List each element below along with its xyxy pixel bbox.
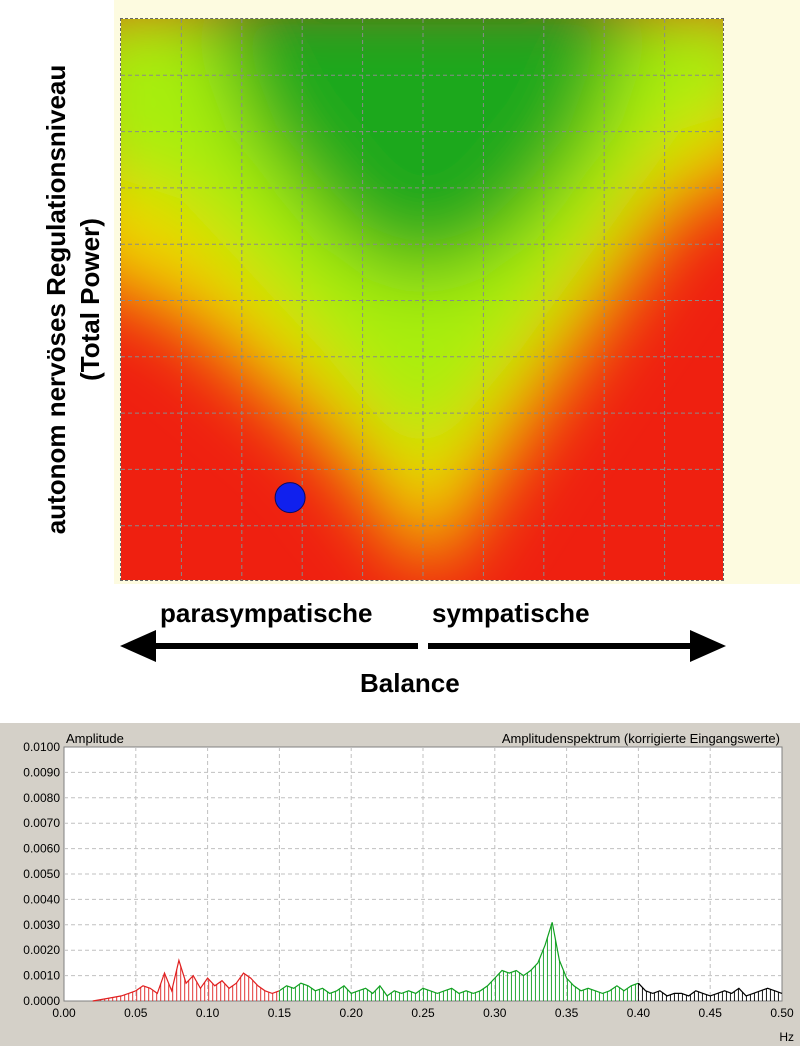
sympathetic-label: sympatische [432, 598, 590, 628]
x-tick-label: 0.50 [770, 1006, 794, 1020]
spectrum-band-0 [92, 958, 280, 1002]
x-tick-label: 0.00 [52, 1006, 76, 1020]
regulation-heatmap [120, 18, 724, 581]
y-tick-label: 0.0050 [23, 867, 60, 881]
balance-arrows [120, 630, 726, 662]
state-marker [274, 482, 306, 514]
y-axis-title-line1: autonom nervöses Regulationsniveau [41, 64, 71, 535]
x-tick-label: 0.20 [340, 1006, 364, 1020]
spectrum-band-2 [637, 982, 783, 1001]
series-layer [92, 922, 783, 1002]
grid-lines [64, 747, 782, 1001]
x-tick-label: 0.15 [268, 1006, 292, 1020]
chart-title: Amplitudenspektrum (korrigierte Eingangs… [502, 731, 780, 746]
x-tick-label: 0.25 [411, 1006, 435, 1020]
spectrum-line [92, 958, 280, 1002]
y-axis-title: autonom nervöses Regulationsniveau (Tota… [18, 18, 128, 581]
spectrum-line [279, 922, 639, 997]
heatmap-svg [121, 19, 723, 580]
spectrum-line [637, 982, 783, 997]
y-tick-label: 0.0010 [23, 969, 60, 983]
y-tick-label: 0.0040 [23, 892, 60, 906]
x-tick-label: 0.10 [196, 1006, 220, 1020]
x-tick-label: 0.05 [124, 1006, 148, 1020]
y-tick-label: 0.0070 [23, 816, 60, 830]
right-arrow-icon [428, 630, 726, 662]
y-axis-title-line2: (Total Power) [75, 218, 105, 381]
left-arrow-icon [120, 630, 418, 662]
spectrum-band-1 [278, 922, 639, 1001]
balance-label: Balance [360, 668, 460, 698]
regulation-panel: autonom nervöses Regulationsniveau (Tota… [18, 0, 800, 698]
x-tick-label: 0.45 [699, 1006, 723, 1020]
y-axis-label: Amplitude [66, 731, 124, 746]
y-tick-label: 0.0100 [23, 740, 60, 754]
y-tick-label: 0.0080 [23, 791, 60, 805]
y-tick-labels: 0.0000 0.0010 0.0020 0.0030 0.0040 0.0050 0.00… [23, 740, 60, 1008]
x-axis-unit-label: Hz [779, 1030, 794, 1044]
spectrum-top-strip [0, 715, 800, 723]
y-tick-label: 0.0060 [23, 842, 60, 856]
x-tick-label: 0.35 [555, 1006, 579, 1020]
y-tick-label: 0.0000 [23, 994, 60, 1008]
x-tick-label: 0.40 [627, 1006, 651, 1020]
spectrum-panel: 0.0000 0.0010 0.0020 0.0030 0.0040 0.0050 0.00… [0, 715, 800, 1046]
y-tick-label: 0.0030 [23, 918, 60, 932]
parasympathetic-label: parasympatische [160, 598, 373, 628]
y-tick-label: 0.0020 [23, 943, 60, 957]
x-tick-labels: 0.00 0.05 0.10 0.15 0.20 0.25 0.30 0.35 0.40 0.45… [52, 1006, 794, 1020]
y-tick-label: 0.0090 [23, 765, 60, 779]
x-tick-label: 0.30 [483, 1006, 507, 1020]
amplitude-spectrum-chart: 0.0000 0.0010 0.0020 0.0030 0.0040 0.0050 0.00… [23, 731, 794, 1044]
